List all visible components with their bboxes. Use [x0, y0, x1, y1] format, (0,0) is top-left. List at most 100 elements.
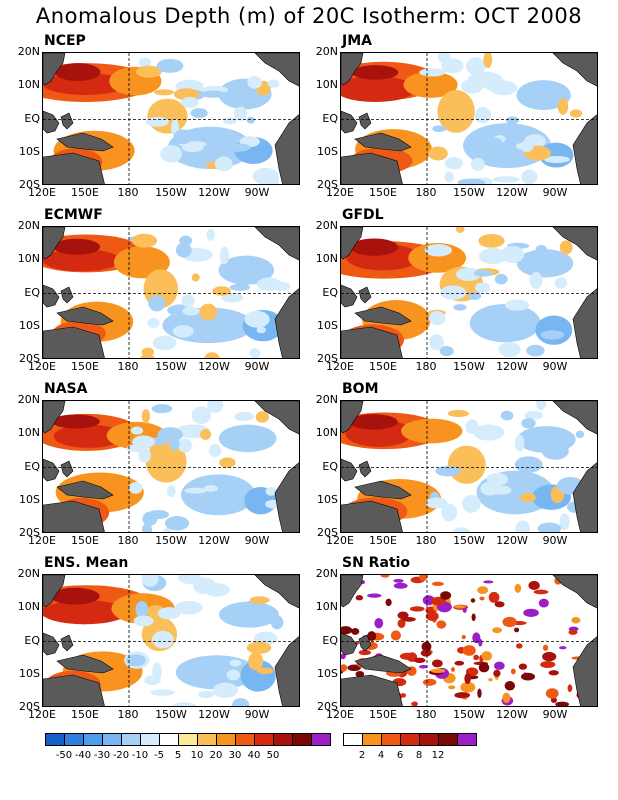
ratio-contour	[473, 654, 480, 661]
lon-label: 120W	[496, 360, 528, 373]
ratio-contour	[542, 644, 549, 651]
ratio-contour	[568, 629, 578, 635]
anomaly-contour	[157, 607, 181, 620]
anomaly-contour	[150, 689, 175, 696]
anomaly-contour	[166, 485, 176, 498]
colorbar-tick-label: 4	[377, 750, 385, 761]
colorbar-swatch	[103, 734, 122, 745]
anomaly-contour	[465, 465, 482, 472]
land-mass	[43, 401, 66, 434]
colorbar-swatch	[160, 734, 179, 745]
land-mass	[552, 401, 597, 435]
lat-label: EQ	[322, 633, 338, 647]
lon-label: 120W	[198, 534, 230, 547]
anomaly-contour	[43, 600, 128, 625]
ratio-contour	[460, 681, 476, 693]
anomaly-contour	[181, 474, 256, 516]
ratio-contour	[367, 593, 382, 598]
lat-label: 10N	[315, 78, 338, 92]
ratio-contour	[470, 598, 476, 603]
lat-label: 10N	[315, 426, 338, 440]
anomaly-contour	[131, 233, 157, 248]
ratio-contour	[502, 616, 517, 628]
anomaly-contour	[524, 410, 543, 420]
anomaly-contour	[226, 669, 241, 681]
anomaly-contour	[521, 418, 536, 429]
colorbar-tick-label: 20	[209, 750, 223, 761]
lon-label: 180	[415, 360, 437, 373]
anomaly-contour	[191, 273, 200, 282]
anomaly-contour	[247, 76, 262, 89]
ratio-contour	[461, 634, 466, 640]
ratio-contour	[462, 607, 467, 613]
anomaly-contour	[54, 63, 101, 82]
anomaly-contour	[240, 600, 268, 618]
ratio-contour	[483, 580, 494, 584]
anomaly-contour	[51, 414, 100, 429]
anomaly-contour	[491, 485, 512, 495]
map-panel	[42, 226, 300, 359]
ratio-contour	[418, 664, 428, 669]
anomaly-contour	[559, 240, 573, 255]
anomaly-contour	[469, 303, 541, 343]
lon-label: 150W	[155, 708, 187, 721]
anomaly-contour	[490, 137, 503, 151]
lon-label: 180	[415, 186, 437, 199]
anomaly-contour	[474, 282, 490, 293]
ratio-contour	[538, 598, 549, 608]
anomaly-contour	[141, 347, 155, 357]
lat-label: 10N	[17, 600, 40, 614]
ratio-contour	[488, 678, 493, 682]
anomaly-contour	[232, 698, 250, 706]
ratio-contour	[409, 606, 425, 612]
anomaly-contour	[419, 68, 446, 77]
ratio-contour	[393, 582, 408, 589]
anomaly-contour	[207, 401, 224, 413]
ratio-contour	[493, 669, 501, 677]
map-canvas	[341, 53, 597, 184]
colorbar-tick-label: 12	[431, 750, 445, 761]
colorbar-tick-label: 5	[174, 750, 182, 761]
anomaly-contour	[516, 249, 574, 278]
lat-label: 20N	[315, 45, 338, 58]
land-mass	[43, 53, 66, 86]
anomaly-contour	[203, 485, 219, 492]
anomaly-contour	[133, 615, 154, 627]
lat-label: 10S	[19, 318, 40, 332]
lon-label: 180	[117, 360, 139, 373]
anomaly-contour	[172, 702, 197, 706]
anomaly-contour	[177, 575, 202, 584]
ratio-contour	[514, 627, 520, 633]
map-canvas	[341, 575, 597, 706]
ratio-contour	[355, 671, 365, 678]
anomaly-contour	[548, 254, 558, 263]
anomaly-contour	[468, 292, 482, 300]
panel-title: GFDL	[342, 207, 384, 223]
lat-label: EQ	[24, 285, 40, 299]
anomaly-contour	[229, 283, 250, 291]
anomaly-contour	[141, 575, 159, 587]
lat-label: 10N	[315, 600, 338, 614]
anomaly-contour	[173, 129, 194, 145]
land-mass	[358, 112, 372, 130]
lon-label: 180	[415, 534, 437, 547]
anomaly-contour	[520, 492, 536, 503]
land-mass	[254, 401, 299, 435]
anomaly-contour	[175, 242, 192, 258]
land-mass	[43, 500, 105, 532]
ratio-contour	[419, 575, 428, 582]
anomaly-contour	[479, 248, 508, 265]
anomaly-contour	[453, 304, 467, 311]
anomaly-contour	[43, 248, 120, 272]
lat-label: 10S	[19, 144, 40, 158]
land-mass	[43, 575, 66, 608]
anomaly-contour	[465, 57, 486, 76]
ratio-contour	[351, 627, 360, 635]
anomaly-contour	[441, 58, 464, 74]
colorbar-swatch	[274, 734, 293, 745]
land-mass	[552, 227, 597, 261]
anomaly-contour	[462, 494, 481, 513]
lon-label: 150W	[453, 186, 485, 199]
land-mass	[43, 326, 105, 358]
lon-label: 120W	[496, 708, 528, 721]
